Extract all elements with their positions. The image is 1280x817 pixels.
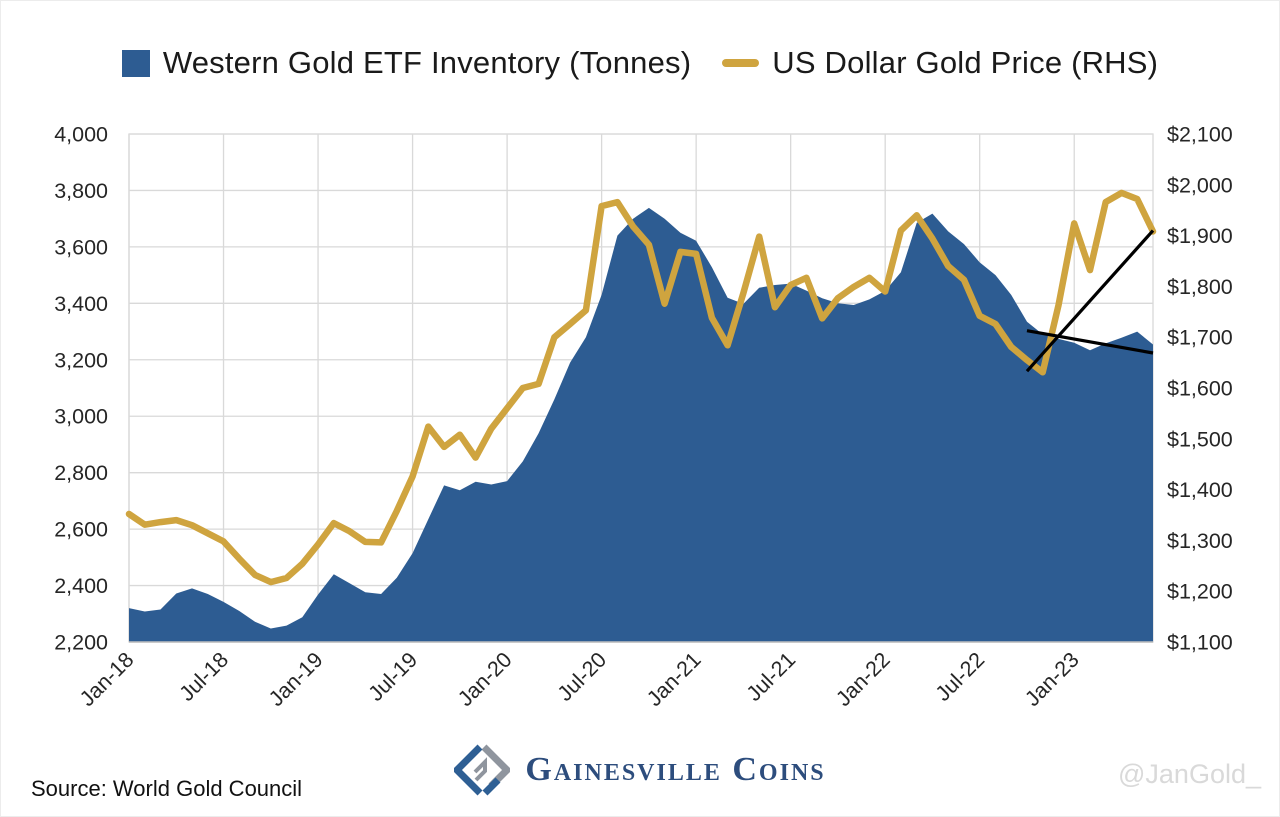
brand-wordmark: Gainesville Coins xyxy=(525,751,826,788)
right-axis-tick-label: $1,400 xyxy=(1167,478,1233,502)
x-axis-tick-label: Jan-22 xyxy=(831,648,894,711)
x-axis-tick-label: Jan-18 xyxy=(75,648,138,711)
gold-series-dash-icon xyxy=(722,59,760,67)
x-axis-tick-label: Jul-21 xyxy=(742,648,800,706)
left-axis-tick-label: 3,200 xyxy=(54,348,108,372)
left-axis-tick-label: 3,800 xyxy=(54,179,108,203)
left-axis-tick-label: 3,400 xyxy=(54,292,108,316)
right-axis-tick-label: $1,800 xyxy=(1167,275,1233,299)
watermark: @JanGold_ xyxy=(1118,759,1261,789)
left-axis-tick-label: 2,800 xyxy=(54,461,108,485)
right-axis-tick-label: $1,100 xyxy=(1167,631,1233,655)
legend-etf-label: Western Gold ETF Inventory (Tonnes) xyxy=(162,45,692,80)
left-axis-tick-label: 2,200 xyxy=(54,631,108,655)
right-axis-tick-label: $1,300 xyxy=(1167,529,1233,553)
legend: Western Gold ETF Inventory (Tonnes) US D… xyxy=(1,45,1279,81)
etf-trend-line xyxy=(1026,329,1154,355)
right-axis-tick-label: $2,100 xyxy=(1167,123,1233,147)
right-axis-tick-label: $1,200 xyxy=(1167,580,1233,604)
x-axis-tick-label: Jan-21 xyxy=(642,648,705,711)
x-axis-tick-label: Jul-19 xyxy=(364,648,422,706)
left-axis-tick-label: 3,000 xyxy=(54,405,108,429)
etf-series-swatch-icon xyxy=(121,49,150,77)
etf-inventory-area xyxy=(129,207,1153,642)
x-axis-tick-label: Jan-19 xyxy=(264,648,327,711)
gainesville-coins-logo-icon xyxy=(454,744,511,796)
brand-footer: Gainesville Coins xyxy=(1,742,1279,798)
x-axis-tick-label: Jul-20 xyxy=(553,648,611,706)
right-axis-tick-label: $2,000 xyxy=(1167,173,1233,197)
source-note: Source: World Gold Council xyxy=(31,776,303,801)
x-axis-tick-label: Jul-22 xyxy=(931,648,989,706)
x-axis-tick-label: Jul-18 xyxy=(175,648,233,706)
right-axis-tick-label: $1,600 xyxy=(1167,377,1233,401)
combo-chart: 4,000 3,800 3,600 3,400 3,200 3,000 2,800 2,600… xyxy=(54,123,1233,712)
gold-trend-line xyxy=(1025,229,1155,373)
left-axis-tick-label: 2,600 xyxy=(54,518,108,542)
left-axis-tick-label: 4,000 xyxy=(54,123,108,147)
x-axis-tick-label: Jan-20 xyxy=(453,648,516,711)
right-axis-tick-label: $1,900 xyxy=(1167,224,1233,248)
right-axis-tick-label: $1,700 xyxy=(1167,326,1233,350)
gold-price-line xyxy=(125,189,1157,586)
left-axis-tick-label: 3,600 xyxy=(54,235,108,259)
left-axis-tick-label: 2,400 xyxy=(54,574,108,598)
legend-gold-label: US Dollar Gold Price (RHS) xyxy=(772,45,1159,80)
x-axis-tick-label: Jan-23 xyxy=(1020,648,1083,711)
right-axis-tick-label: $1,500 xyxy=(1167,427,1233,451)
